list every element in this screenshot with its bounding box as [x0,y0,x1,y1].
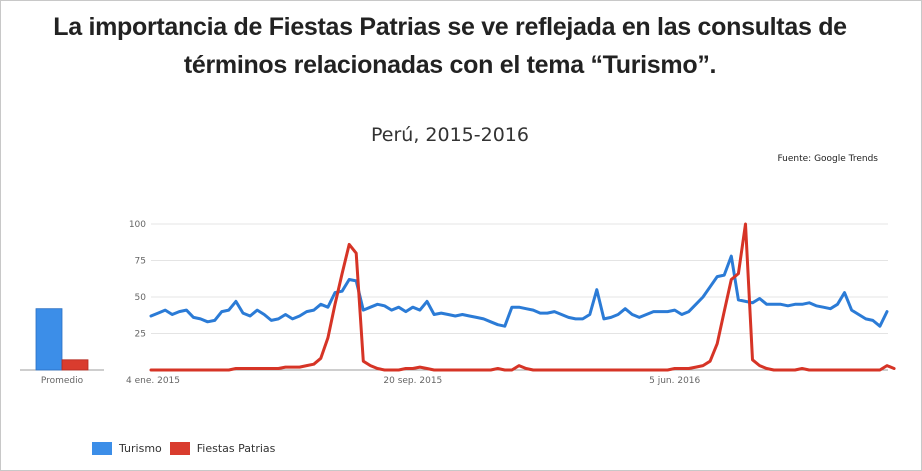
legend-item-turismo[interactable]: Turismo [92,442,162,455]
legend-swatch-turismo [92,442,112,455]
series-line-fiestas-patrias [149,222,896,372]
x-tick-label: 4 ene. 2015 [126,376,180,386]
x-tick-label: 5 jun. 2016 [649,376,700,386]
chart-subtitle: Perú, 2015-2016 [371,124,529,146]
series-line-turismo [149,254,889,328]
y-tick-label: 100 [129,220,146,230]
y-tick-label: 50 [135,293,147,303]
title-line-2: términos relacionadas con el tema “Turis… [183,51,717,79]
y-tick-label: 25 [135,330,146,340]
title-line-1: La importancia de Fiestas Patrias se ve … [53,13,847,41]
y-tick-label: 75 [135,257,146,267]
average-bar-fiestas [61,359,89,371]
legend-swatch-fiestas [169,442,190,455]
legend-label-fiestas: Fiestas Patrias [196,442,276,455]
legend: Turismo Fiestas Patrias [92,442,283,455]
legend-label-turismo: Turismo [119,442,162,455]
source-note: Fuente: Google Trends [777,154,878,164]
average-bar-turismo [35,308,63,371]
chart-title: La importancia de Fiestas Patrias se ve … [0,8,900,84]
x-tick-label: 20 sep. 2015 [383,376,442,386]
bar-category-label: Promedio [41,376,84,386]
legend-item-fiestas[interactable]: Fiestas Patrias [169,442,276,455]
